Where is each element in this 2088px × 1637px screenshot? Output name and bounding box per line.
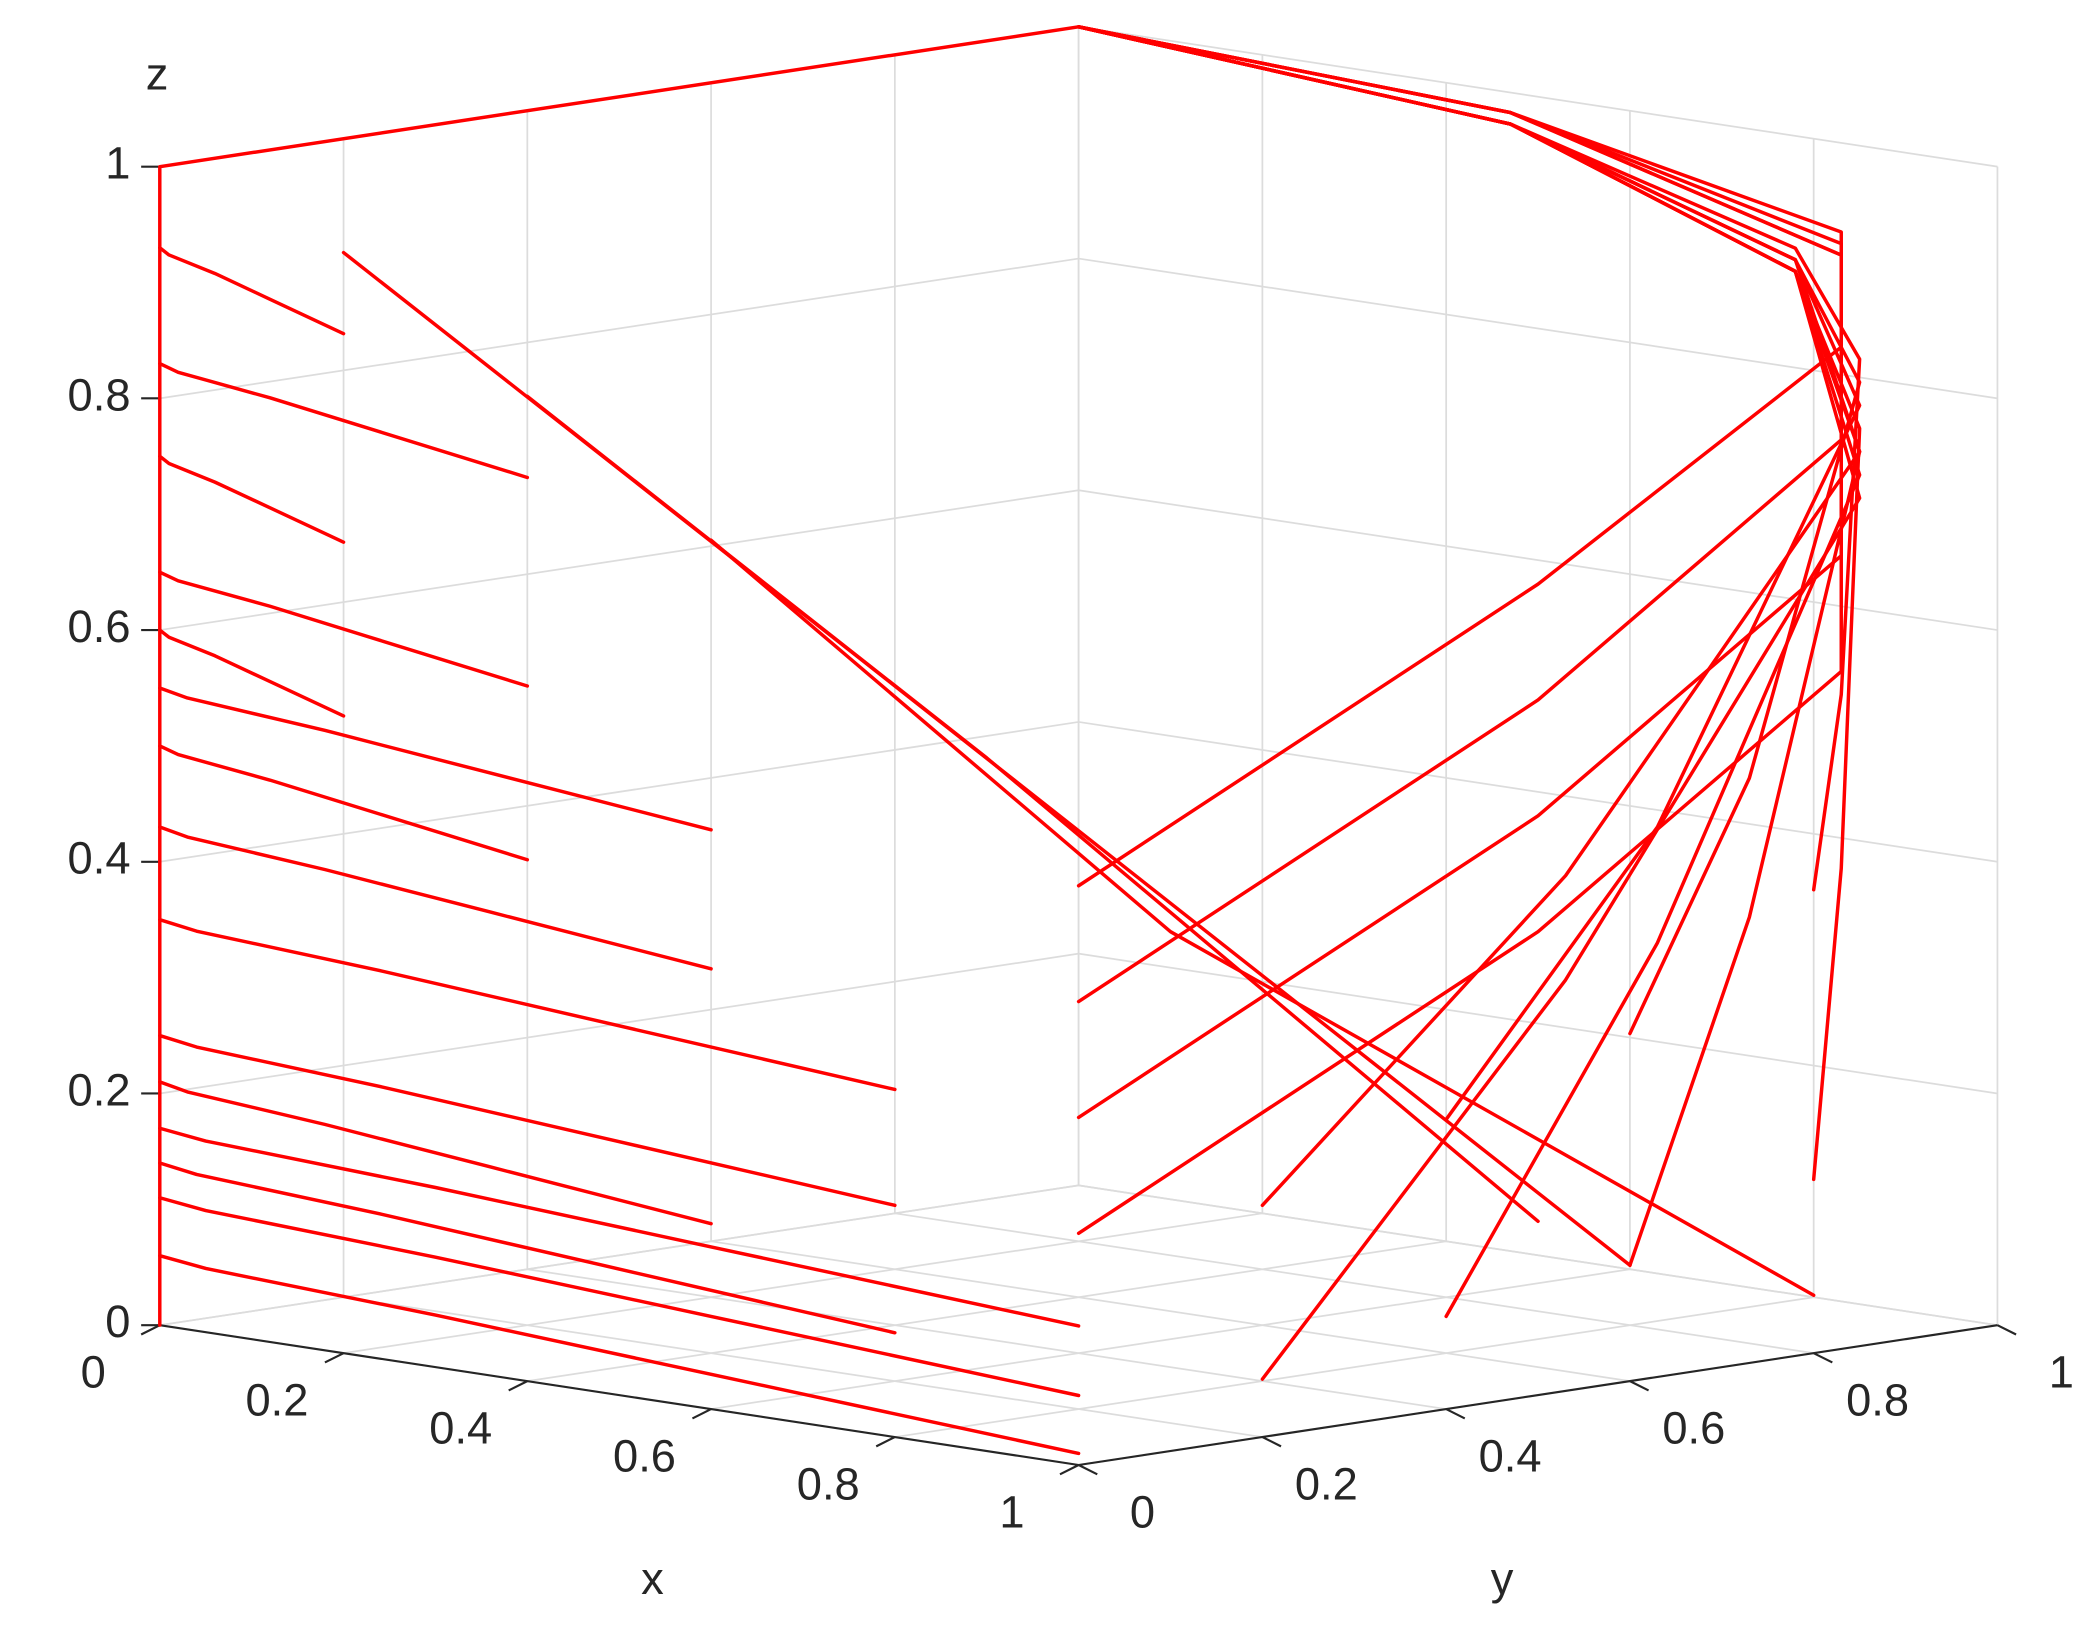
grid-line xyxy=(1078,1184,1998,1327)
trajectory xyxy=(158,454,346,544)
grid-line xyxy=(1078,25,1998,168)
x-tick xyxy=(140,1324,161,1336)
x-tick xyxy=(324,1352,345,1364)
trajectory xyxy=(158,628,346,718)
z-tick-label: 0.4 xyxy=(68,833,131,884)
trajectory xyxy=(158,744,530,862)
trajectory xyxy=(525,394,1540,1224)
z-tick-label: 0.6 xyxy=(68,601,131,652)
grid-line xyxy=(527,1268,1447,1410)
grid-line xyxy=(159,489,1079,631)
y-tick-label: 0.6 xyxy=(1662,1403,1725,1454)
grid-line xyxy=(1078,721,1998,863)
z-axis-label: z xyxy=(146,48,169,99)
y-axis-line xyxy=(1078,1324,1998,1467)
x-tick-label: 0.2 xyxy=(246,1375,309,1426)
x-tick-label: 1 xyxy=(999,1487,1024,1538)
x-axis-line xyxy=(159,1324,1079,1467)
y-tick-label: 0 xyxy=(1130,1487,1155,1538)
grid-line xyxy=(1078,952,1998,1095)
x-tick xyxy=(875,1436,896,1448)
trajectory xyxy=(158,1253,1081,1456)
trajectory xyxy=(158,825,713,971)
y-tick xyxy=(1078,1464,1098,1476)
grid-line xyxy=(159,952,1079,1095)
y-tick xyxy=(1996,1324,2017,1336)
grid-line xyxy=(527,1240,1447,1382)
y-tick xyxy=(1813,1352,1833,1364)
x-tick-label: 0.8 xyxy=(797,1459,860,1510)
grid-line xyxy=(894,1296,1814,1438)
y-tick xyxy=(1261,1436,1282,1448)
trajectory xyxy=(1076,25,1862,1319)
grid-line xyxy=(159,721,1079,863)
trajectory xyxy=(158,1196,1081,1398)
trajectory xyxy=(1076,25,1862,1182)
z-tick-label: 0.8 xyxy=(68,369,131,420)
trajectory xyxy=(341,250,1632,1267)
grid-line xyxy=(343,1296,1263,1438)
x-tick-label: 0.6 xyxy=(613,1431,676,1482)
trajectory xyxy=(158,1126,1081,1328)
trajectory xyxy=(1076,25,1843,888)
x-tick xyxy=(691,1408,712,1420)
z-tick-label: 0.2 xyxy=(68,1064,131,1115)
trajectory xyxy=(1076,25,1843,1004)
x-tick-label: 0.4 xyxy=(429,1403,492,1454)
grid-line xyxy=(1078,257,1998,400)
z-tick-label: 0 xyxy=(105,1296,130,1347)
trajectory xyxy=(158,25,1081,1327)
trajectory xyxy=(709,538,1816,1297)
trajectory xyxy=(158,1033,897,1208)
grid-line xyxy=(710,1240,1631,1382)
trajectory xyxy=(158,1080,713,1226)
x-tick-label: 0 xyxy=(81,1347,106,1398)
y-tick-label: 0.2 xyxy=(1295,1459,1358,1510)
x-axis-label: x xyxy=(641,1553,664,1604)
trajectory xyxy=(158,246,346,336)
y-tick xyxy=(1445,1408,1466,1420)
trajectory xyxy=(1076,25,1862,892)
trajectory xyxy=(1076,25,1862,1381)
grid-line xyxy=(159,257,1079,400)
y-tick xyxy=(1629,1380,1650,1392)
y-tick-label: 0.8 xyxy=(1846,1375,1909,1426)
grid-line xyxy=(1078,489,1998,631)
trajectory xyxy=(158,917,897,1092)
grid-line xyxy=(343,1212,1263,1355)
grid-line xyxy=(159,1184,1079,1327)
trajectory xyxy=(158,686,713,832)
trajectory xyxy=(158,570,530,688)
y-tick-label: 0.4 xyxy=(1479,1431,1542,1482)
grid-line xyxy=(894,1212,1814,1355)
y-tick-label: 1 xyxy=(2049,1347,2074,1398)
grid-line xyxy=(710,1268,1631,1410)
x-tick xyxy=(508,1380,528,1392)
trajectory xyxy=(158,1161,897,1335)
y-axis-label: y xyxy=(1491,1553,1514,1604)
trajectory xyxy=(1076,25,1862,1122)
z-tick-label: 1 xyxy=(105,138,130,189)
trajectory xyxy=(158,361,530,480)
x-tick xyxy=(1059,1464,1080,1476)
trajectory xyxy=(1076,25,1862,1036)
